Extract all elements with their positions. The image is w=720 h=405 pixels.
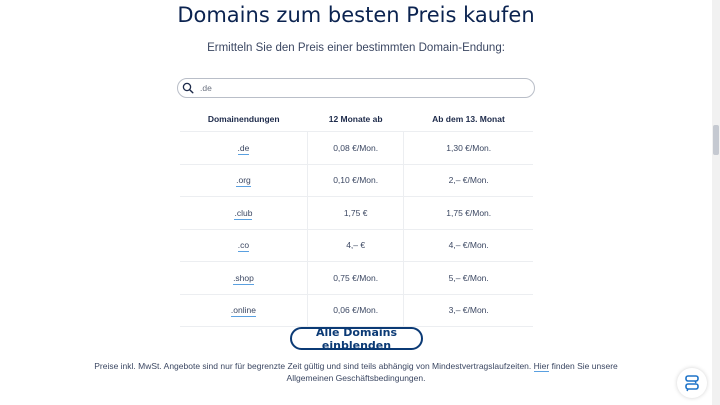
chat-widget-button[interactable] [677,368,707,398]
table-row: .online 0,06 €/Mon. 3,– €/Mon. [180,294,533,327]
price-after: 4,– €/Mon. [403,229,533,262]
price-after: 5,– €/Mon. [403,261,533,295]
price-footnote: Preise inkl. MwSt. Angebote sind nur für… [80,360,632,384]
tld-link-org[interactable]: .org [236,175,251,188]
price-first-year: 0,75 €/Mon. [306,261,404,295]
table-row: .org 0,10 €/Mon. 2,– €/Mon. [180,164,533,197]
page-subtitle: Ermitteln Sie den Preis einer bestimmten… [207,42,505,54]
price-after: 1,75 €/Mon. [403,196,533,230]
table-row: .co 4,– € 4,– €/Mon. [180,229,533,262]
show-all-domains-button[interactable]: Alle Domains einblenden [290,326,423,352]
price-after: 1,30 €/Mon. [403,131,533,165]
terms-link[interactable]: Hier [533,361,550,372]
price-first-year: 0,06 €/Mon. [306,294,404,327]
price-first-year: 4,– € [306,229,404,262]
tld-link-shop[interactable]: .shop [233,272,254,285]
domain-price-table: Domainendungen 12 Monate ab Ab dem 13. M… [180,106,533,327]
price-first-year: 0,10 €/Mon. [306,164,404,197]
price-after: 2,– €/Mon. [403,164,533,197]
price-first-year: 1,75 € [306,196,404,230]
column-header-first-year: 12 Monate ab [307,106,404,132]
table-row: .de 0,08 €/Mon. 1,30 €/Mon. [180,131,533,165]
footnote-text-after: finden Sie unsere Allgemeinen Geschäftsb… [286,361,618,383]
table-row: .club 1,75 € 1,75 €/Mon. [180,196,533,230]
search-icon [182,82,194,94]
tld-link-online[interactable]: .online [230,305,256,318]
page-title: Domains zum besten Preis kaufen [177,3,535,27]
domain-search-input[interactable] [198,82,522,94]
table-row: .shop 0,75 €/Mon. 5,– €/Mon. [180,261,533,295]
page-scrollbar[interactable] [712,0,720,405]
tld-link-co[interactable]: .co [237,240,250,253]
chat-bubbles-icon [685,375,699,392]
domain-search-field[interactable] [177,78,535,98]
price-after: 3,– €/Mon. [403,294,533,327]
column-header-tld: Domainendungen [180,106,308,132]
footnote-text-before: Preise inkl. MwSt. Angebote sind nur für… [94,361,534,371]
price-first-year: 0,08 €/Mon. [306,131,404,165]
column-header-after: Ab dem 13. Monat [403,106,533,132]
tld-link-de[interactable]: .de [237,142,250,155]
table-header-row: Domainendungen 12 Monate ab Ab dem 13. M… [180,106,533,132]
tld-link-club[interactable]: .club [234,207,253,220]
scrollbar-thumb[interactable] [713,125,719,155]
